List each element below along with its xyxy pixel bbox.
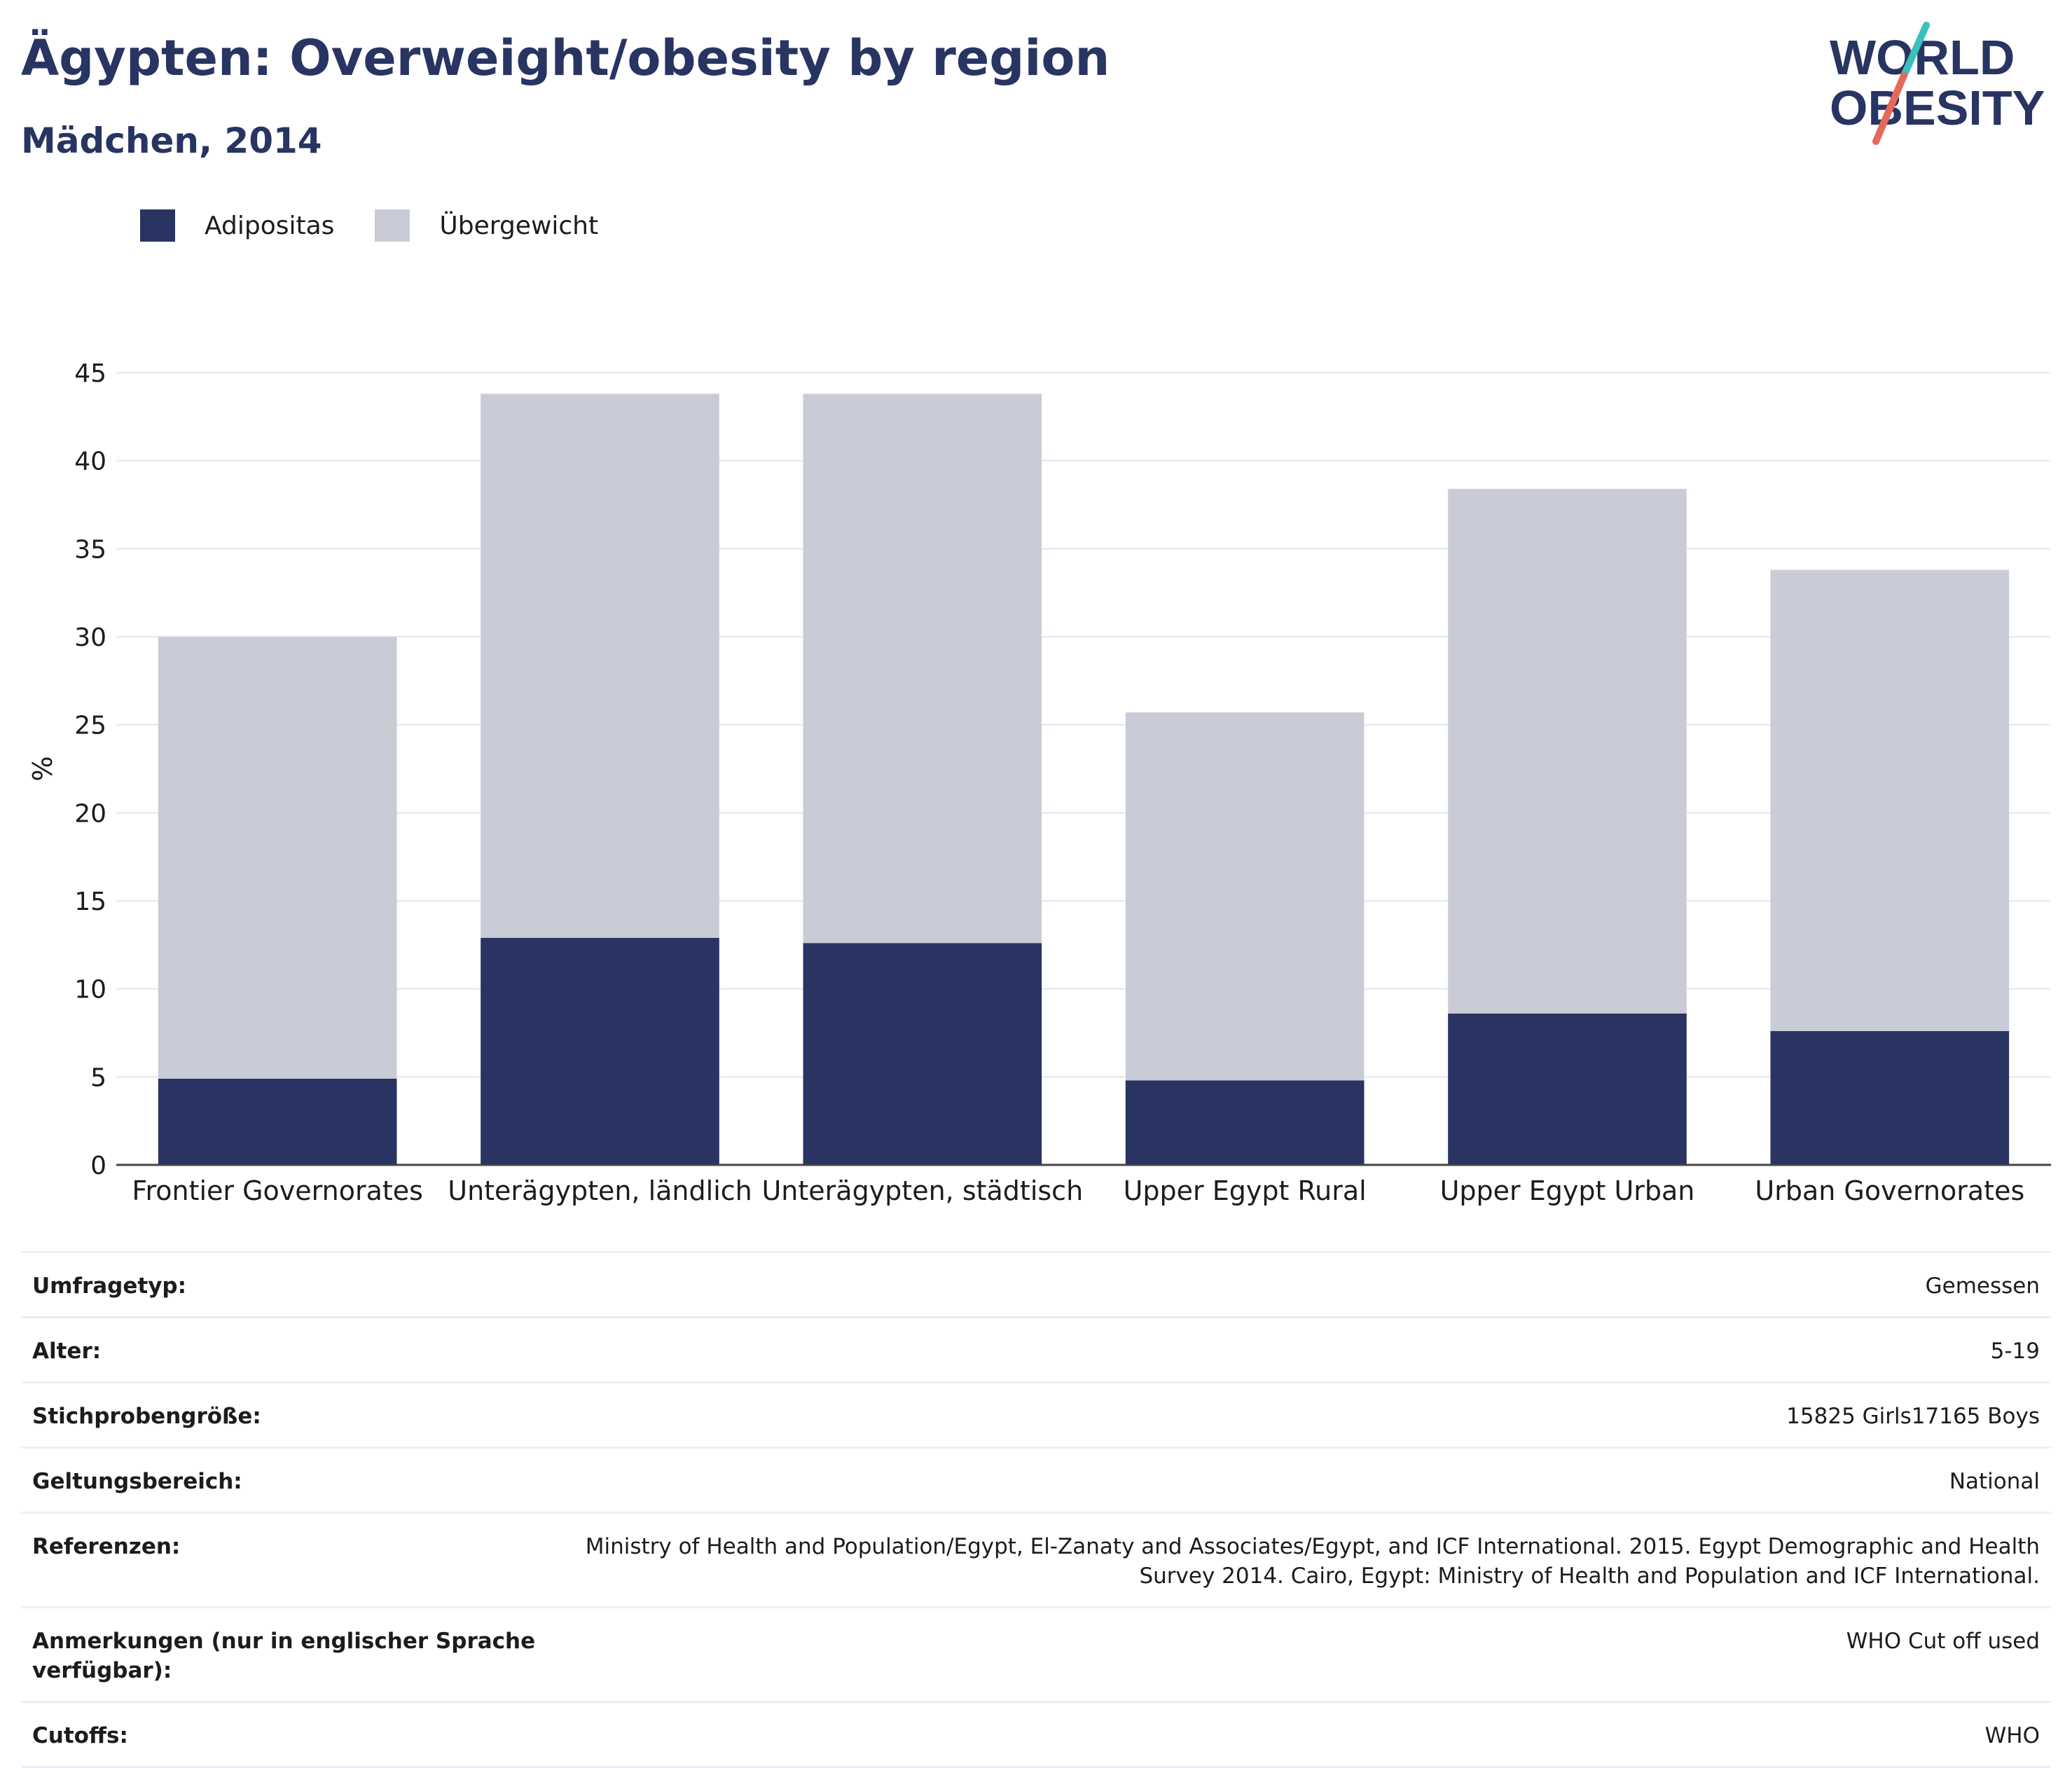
meta-key-age: Alter: [32,1339,102,1364]
bar-adipositas[interactable] [1125,1080,1365,1165]
y-axis-label: % [27,756,58,781]
meta-row-coverage: Geltungsbereich: National [21,1446,2051,1512]
y-tick-label: 15 [74,888,106,916]
meta-value-references: Ministry of Health and Population/Egypt,… [585,1534,2040,1589]
x-tick-label: Upper Egypt Rural [1124,1175,1367,1206]
survey-metadata-table: Umfragetyp: Gemessen Alter: 5-19 Stichpr… [21,1251,2051,1768]
y-tick-label: 35 [74,535,106,564]
y-tick-label: 20 [74,799,106,828]
x-tick-label: Upper Egypt Urban [1440,1175,1695,1206]
x-tick-label: Urban Governorates [1755,1175,2024,1206]
meta-row-cutoffs: Cutoffs: WHO [21,1701,2051,1768]
bar-adipositas[interactable] [158,1078,397,1165]
bar-uebergewicht[interactable] [803,394,1042,944]
meta-row-references: Referenzen: Ministry of Health and Popul… [21,1512,2051,1606]
logo-text-obesity: OBESITY [1830,81,2045,135]
meta-key-cutoffs: Cutoffs: [32,1723,128,1748]
y-tick-label: 0 [90,1152,106,1180]
logo-slash-bottom [1872,72,1907,145]
legend-item-adipositas[interactable]: Adipositas [140,209,334,242]
meta-key-sample-size: Stichprobengröße: [32,1404,261,1429]
bar-adipositas[interactable] [1448,1013,1687,1165]
bar-uebergewicht[interactable] [481,394,719,938]
bar-uebergewicht[interactable] [1125,712,1365,1081]
stacked-bar-chart: 0 5 10 15 20 25 30 35 40 45% Frontier Governorates… [27,359,2051,1206]
logo-slash-top [1900,22,1930,79]
meta-row-notes: Anmerkungen (nur in englischer Sprache v… [21,1606,2051,1701]
legend-swatch-uebergewicht [375,209,410,242]
meta-key-survey-type: Umfragetyp: [32,1273,186,1299]
y-tick-label: 5 [90,1063,106,1092]
bar-adipositas[interactable] [803,943,1042,1165]
chart-title: Ägypten: Overweight/obesity by region [21,29,1110,87]
meta-key-notes: Anmerkungen (nur in englischer Sprache v… [32,1629,536,1683]
y-tick-label: 30 [74,623,106,652]
meta-value-survey-type: Gemessen [1925,1273,2040,1299]
bar-adipositas[interactable] [1770,1030,2010,1165]
bar-uebergewicht[interactable] [1770,569,2010,1031]
bar-adipositas[interactable] [481,937,719,1165]
y-tick-label: 25 [74,712,106,740]
bar-uebergewicht[interactable] [1448,488,1687,1014]
y-tick-label: 45 [74,359,106,388]
legend-swatch-adipositas [140,209,175,242]
x-tick-label: Frontier Governorates [132,1175,423,1206]
chart-subtitle: Mädchen, 2014 [21,120,322,161]
legend-item-uebergewicht[interactable]: Übergewicht [375,209,598,242]
legend-label-uebergewicht: Übergewicht [439,211,599,240]
bar-uebergewicht[interactable] [158,637,397,1079]
meta-key-coverage: Geltungsbereich: [32,1469,242,1494]
meta-row-age: Alter: 5-19 [21,1316,2051,1381]
meta-row-survey-type: Umfragetyp: Gemessen [21,1251,2051,1316]
legend-label-adipositas: Adipositas [205,211,335,240]
x-tick-label: Unterägypten, ländlich [448,1175,752,1206]
y-tick-label: 10 [74,976,106,1004]
meta-value-coverage: National [1949,1469,2040,1494]
chart-legend: Adipositas Übergewicht [140,207,639,244]
y-tick-label: 40 [74,448,106,476]
meta-value-age: 5-19 [1990,1339,2040,1364]
meta-value-notes: WHO Cut off used [1846,1629,2040,1654]
meta-key-references: Referenzen: [32,1534,181,1559]
meta-row-sample-size: Stichprobengröße: 15825 Girls17165 Boys [21,1381,2051,1446]
meta-value-sample-size: 15825 Girls17165 Boys [1786,1404,2040,1429]
meta-value-cutoffs: WHO [1984,1723,2040,1748]
x-tick-label: Unterägypten, städtisch [761,1175,1083,1206]
world-obesity-logo: WORLD OBESITY [1830,22,2045,145]
